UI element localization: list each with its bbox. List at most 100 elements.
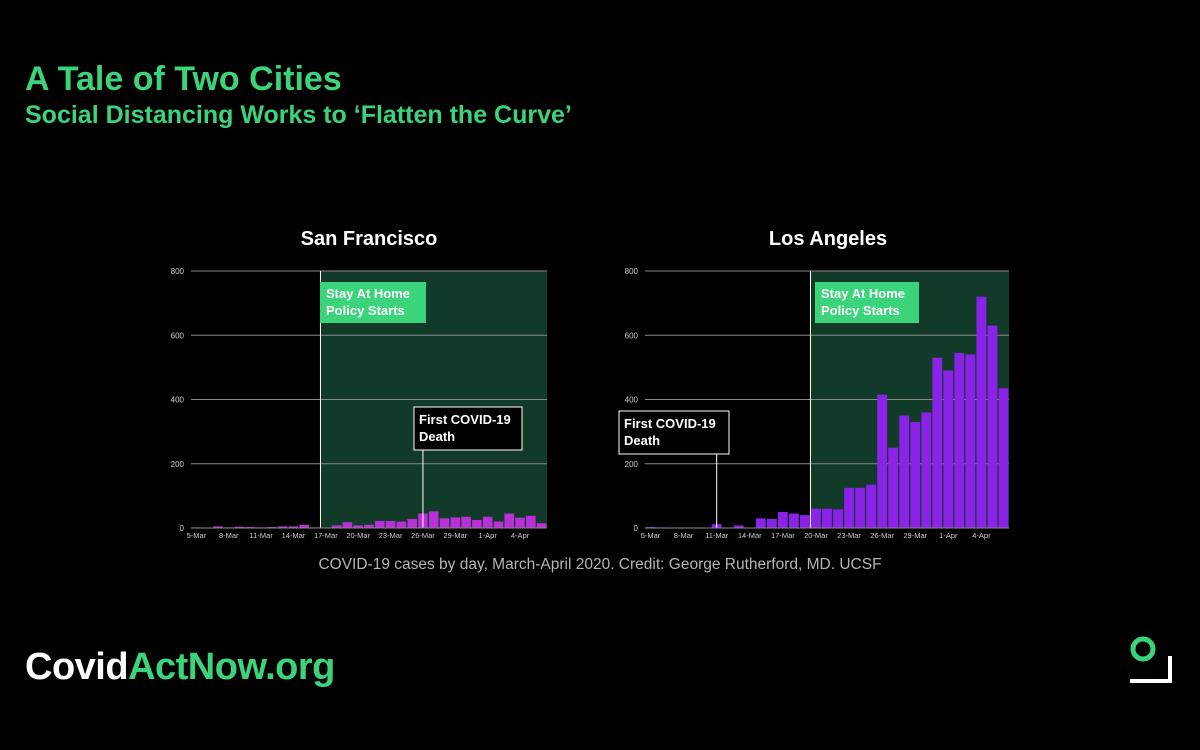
page-title: A Tale of Two Cities	[25, 60, 342, 98]
la-y-tick-label: 800	[625, 267, 639, 276]
sf-bar	[234, 526, 245, 528]
la-x-tick-label: 17-Mar	[771, 531, 795, 540]
la-bar	[855, 487, 866, 528]
sf-policy-label-box	[320, 282, 426, 323]
la-chart-title: Los Angeles	[768, 228, 888, 250]
sf-x-tick-label: 23-Mar	[379, 531, 403, 540]
la-bar	[910, 421, 921, 528]
sf-x-tick-label: 17-Mar	[314, 531, 338, 540]
sf-x-tick-label: 20-Mar	[346, 531, 370, 540]
la-bar	[844, 487, 854, 528]
la-policy-label-box	[815, 282, 919, 323]
sf-bar	[493, 521, 504, 528]
sf-x-tick-label: 26-Mar	[411, 531, 435, 540]
la-x-tick-label: 1-Apr	[939, 531, 958, 540]
sf-policy-label-text: Policy Starts	[326, 303, 405, 318]
sf-bar	[504, 513, 515, 528]
la-bar	[888, 447, 899, 528]
sf-bar	[536, 523, 547, 528]
la-bar	[899, 415, 910, 528]
sf-bar	[407, 519, 417, 528]
page-subtitle: Social Distancing Works to ‘Flatten the …	[25, 101, 572, 129]
la-policy-label-text: Stay At Home	[821, 286, 905, 301]
la-y-tick-label: 400	[625, 396, 639, 405]
sf-bar	[428, 511, 439, 528]
sf-bar	[299, 524, 310, 528]
sf-death-label-box	[413, 406, 523, 451]
la-bar	[822, 508, 832, 528]
la-x-tick-label: 26-Mar	[870, 531, 894, 540]
la-bar	[766, 519, 777, 528]
sf-x-tick-label: 29-Mar	[443, 531, 467, 540]
sf-bar	[374, 520, 385, 528]
sf-x-tick-label: 1-Apr	[478, 531, 497, 540]
la-x-tick-label: 8-Mar	[674, 531, 694, 540]
sf-y-tick-label: 600	[171, 331, 185, 340]
la-death-label-text: Death	[624, 433, 660, 448]
sf-bar	[277, 526, 288, 528]
sf-bar	[515, 517, 525, 528]
la-bar	[777, 511, 788, 528]
la-x-tick-label: 29-Mar	[903, 531, 927, 540]
la-x-tick-label: 20-Mar	[804, 531, 828, 540]
brand-actnow: ActNow.org	[128, 646, 335, 688]
la-x-tick-label: 11-Mar	[705, 531, 729, 540]
brand-covid: Covid	[25, 646, 129, 688]
sf-bar	[482, 516, 493, 528]
la-y-tick-label: 600	[625, 331, 639, 340]
la-y-tick-label: 200	[625, 460, 639, 469]
la-bar	[943, 370, 954, 528]
sf-death-label-text: First COVID-19	[419, 412, 511, 427]
sf-bar	[450, 517, 461, 528]
sf-bar	[439, 518, 450, 528]
la-x-tick-label: 23-Mar	[837, 531, 861, 540]
sf-bar	[385, 520, 396, 528]
la-bar	[954, 352, 965, 528]
sf-death-label: First COVID-19 Death	[413, 406, 523, 451]
sf-bar	[472, 519, 482, 528]
sf-bar	[396, 521, 407, 528]
covidactnow-logo-icon	[1130, 636, 1172, 683]
sf-bar	[353, 525, 364, 528]
la-bar	[866, 484, 877, 528]
la-policy-label-text: Policy Starts	[821, 303, 900, 318]
sf-y-tick-label: 200	[171, 460, 185, 469]
sf-bar	[331, 525, 342, 528]
sf-chart-title: San Francisco	[300, 228, 438, 250]
sf-bar	[342, 522, 353, 528]
brand-wordmark[interactable]: CovidActNow.org	[25, 646, 335, 689]
sf-x-tick-label: 14-Mar	[282, 531, 306, 540]
la-y-tick-label: 0	[634, 524, 639, 533]
sf-bar	[526, 515, 536, 528]
sf-y-tick-label: 0	[180, 524, 185, 533]
sf-death-label-text: Death	[419, 429, 455, 444]
la-x-tick-label: 14-Mar	[738, 531, 762, 540]
la-x-tick-label: 4-Apr	[972, 531, 991, 540]
sf-x-tick-label: 4-Apr	[511, 531, 530, 540]
la-bar	[976, 296, 987, 528]
la-bar	[811, 508, 821, 528]
sf-y-tick-label: 400	[171, 396, 185, 405]
la-bar	[733, 525, 744, 528]
la-x-tick-label: 5-Mar	[641, 531, 661, 540]
la-bar	[800, 515, 810, 528]
la-death-label: First COVID-19 Death	[618, 410, 730, 455]
la-bar	[788, 513, 799, 528]
la-death-label-box	[618, 410, 730, 455]
sf-y-tick-label: 800	[171, 267, 185, 276]
la-bar	[921, 412, 932, 528]
la-bar	[755, 518, 766, 528]
la-chart: 0 200 400 600 800 Stay At Home Policy Starts Fi…	[618, 267, 1009, 540]
sf-bar	[288, 526, 299, 528]
la-bar	[932, 357, 943, 528]
la-bar	[965, 354, 976, 528]
sf-policy-label-text: Stay At Home	[326, 286, 410, 301]
la-bar	[833, 509, 843, 528]
la-policy-label: Stay At Home Policy Starts	[815, 282, 919, 323]
sf-x-tick-label: 5-Mar	[187, 531, 207, 540]
la-death-label-text: First COVID-19	[624, 416, 716, 431]
sf-x-tick-label: 8-Mar	[219, 531, 239, 540]
sf-x-tick-label: 11-Mar	[250, 531, 274, 540]
la-bar	[998, 388, 1009, 528]
